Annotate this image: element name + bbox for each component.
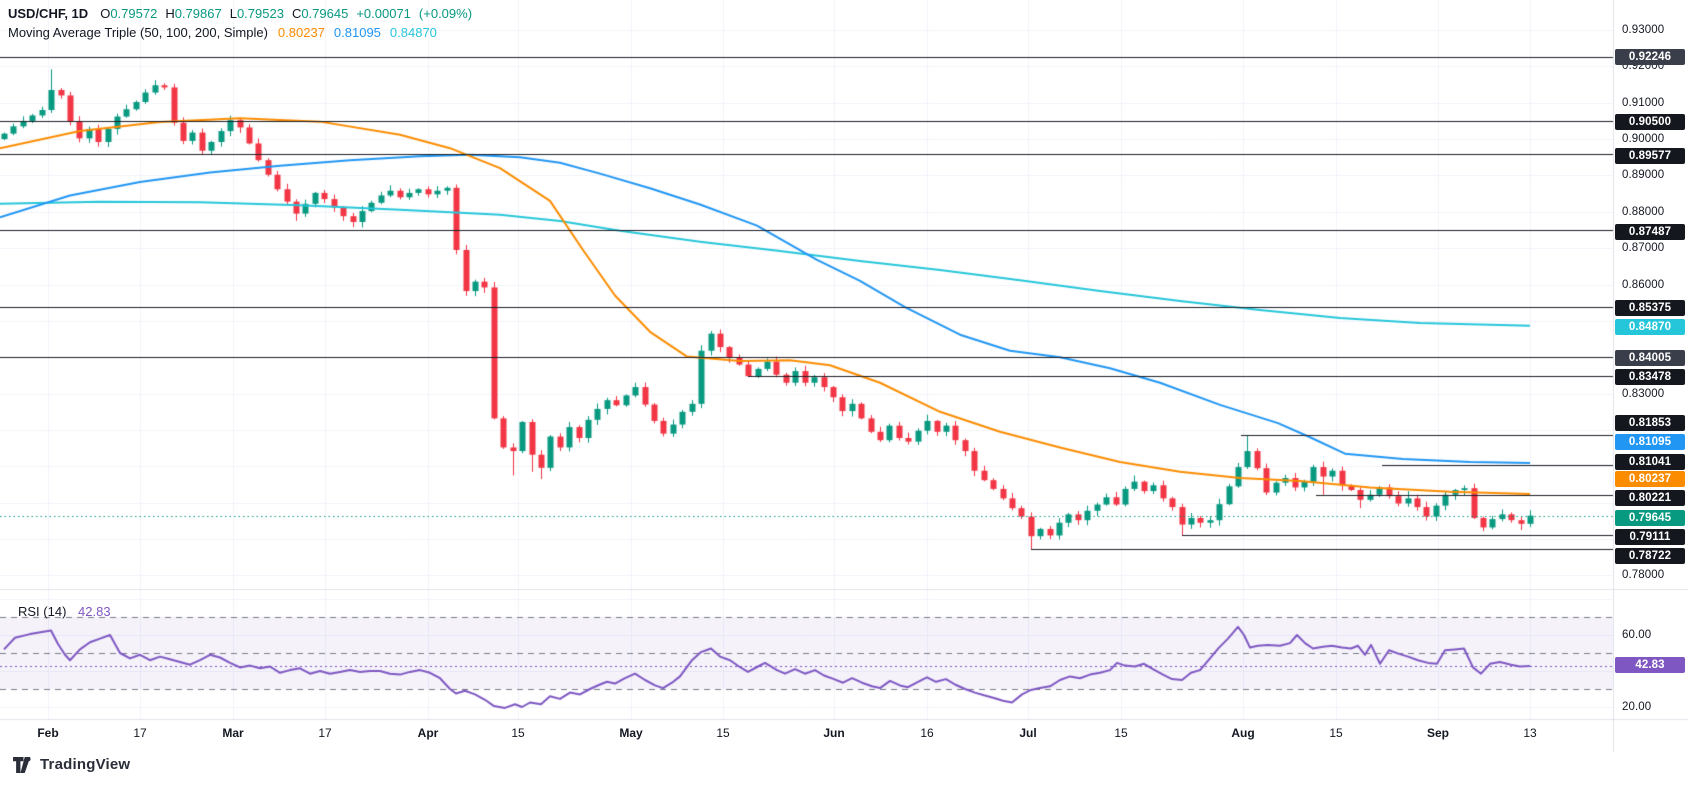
- price-axis-label: 0.91000: [1622, 96, 1665, 109]
- price-level-badge: 0.90500: [1615, 114, 1685, 130]
- price-level-badge: 0.84005: [1615, 350, 1685, 366]
- rsi-value: 42.83: [78, 604, 111, 619]
- price-level-badge: 0.80237: [1615, 471, 1685, 487]
- price-level-badge: 0.79645: [1615, 510, 1685, 526]
- open-value: O0.79572: [100, 6, 158, 21]
- tradingview-logo-icon: [13, 756, 31, 773]
- rsi-axis-label: 20.00: [1622, 701, 1652, 713]
- price-level-badge: 0.84870: [1615, 319, 1685, 335]
- tradingview-logo[interactable]: TradingView: [13, 756, 130, 773]
- time-axis-label: 15: [511, 726, 525, 740]
- price-axis-label: 0.89000: [1622, 169, 1665, 182]
- rsi-title: RSI (14): [18, 604, 67, 619]
- price-axis-label: 0.78000: [1622, 569, 1665, 582]
- time-axis-label: 13: [1523, 726, 1537, 740]
- high-value: H0.79867: [165, 6, 222, 21]
- time-axis-label: Aug: [1231, 726, 1255, 740]
- close-value: C0.79645: [291, 6, 349, 21]
- ma100-value: 0.81095: [333, 25, 381, 40]
- rsi-axis-label: 60.00: [1622, 629, 1652, 641]
- time-axis-label: Sep: [1426, 726, 1450, 740]
- time-axis-label: Jul: [1019, 726, 1037, 740]
- rsi-legend[interactable]: RSI (14) 42.83: [18, 604, 111, 619]
- change-percent: (+0.09%): [418, 6, 473, 21]
- price-level-badge: 0.89577: [1615, 148, 1685, 164]
- ma50-value: 0.80237: [277, 25, 325, 40]
- time-axis-label: Jun: [823, 726, 845, 740]
- price-level-badge: 0.80221: [1615, 490, 1685, 506]
- price-level-badge: 0.79111: [1615, 529, 1685, 545]
- price-level-badge: 0.81095: [1615, 434, 1685, 450]
- price-axis-label: 0.87000: [1622, 242, 1665, 255]
- symbol-legend[interactable]: USD/CHF, 1D O0.79572 H0.79867 L0.79523 C…: [8, 6, 480, 21]
- price-level-badge: 0.81041: [1615, 454, 1685, 470]
- time-axis-label: 17: [318, 726, 332, 740]
- price-axis-label: 0.90000: [1622, 133, 1665, 146]
- ma200-value: 0.84870: [389, 25, 437, 40]
- time-axis-label: May: [619, 726, 643, 740]
- rsi-value-badge: 42.83: [1615, 657, 1685, 673]
- time-axis-label: Apr: [417, 726, 439, 740]
- price-level-badge: 0.92246: [1615, 49, 1685, 65]
- price-axis-label: 0.83000: [1622, 387, 1665, 400]
- price-level-badge: 0.85375: [1615, 300, 1685, 316]
- symbol-title: USD/CHF, 1D: [8, 6, 89, 21]
- time-axis-label: 16: [920, 726, 934, 740]
- price-axis-label: 0.93000: [1622, 24, 1665, 36]
- low-value: L0.79523: [229, 6, 284, 21]
- change-value: +0.00071: [356, 6, 411, 21]
- time-axis-label: 15: [716, 726, 730, 740]
- price-axis-label: 0.88000: [1622, 205, 1665, 218]
- time-axis-label: Mar: [222, 726, 244, 740]
- price-level-badge: 0.78722: [1615, 548, 1685, 564]
- time-axis-label: 15: [1329, 726, 1343, 740]
- price-level-badge: 0.87487: [1615, 224, 1685, 240]
- price-axis-label: 0.86000: [1622, 278, 1665, 291]
- time-axis-label: 15: [1114, 726, 1128, 740]
- tradingview-logo-text: TradingView: [40, 756, 131, 773]
- time-axis-label: Feb: [37, 726, 59, 740]
- price-level-badge: 0.81853: [1615, 415, 1685, 431]
- price-level-badge: 0.83478: [1615, 369, 1685, 385]
- indicator-title: Moving Average Triple (50, 100, 200, Sim…: [8, 25, 268, 40]
- time-axis-label: 17: [133, 726, 147, 740]
- indicator-legend[interactable]: Moving Average Triple (50, 100, 200, Sim…: [8, 25, 446, 40]
